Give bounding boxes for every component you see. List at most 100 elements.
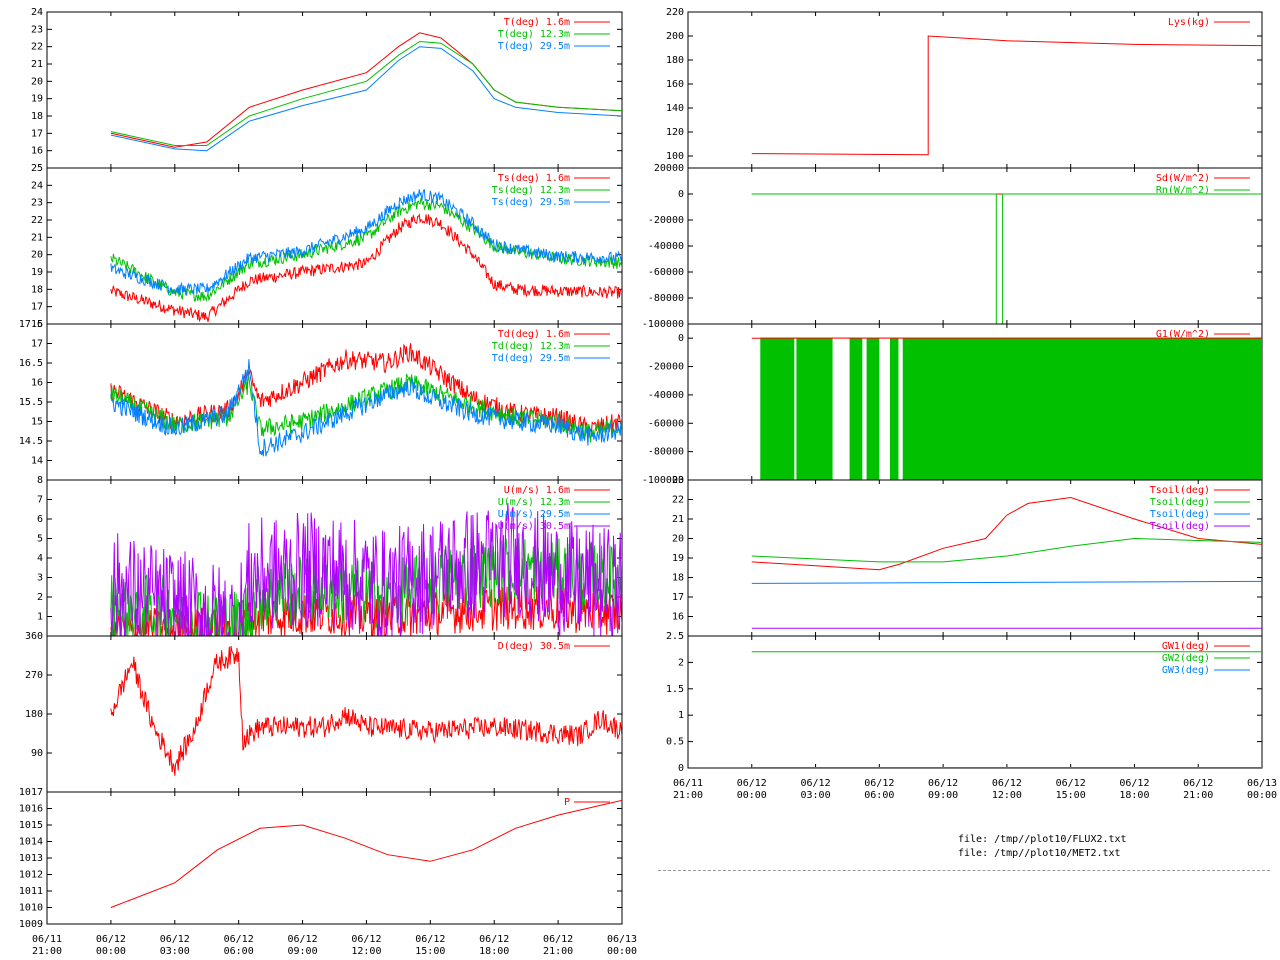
y-tick-label: 1012 <box>19 870 43 881</box>
panel-air-temperature: 16 17 18 19 20 21 22 23 24 T(deg) 1.6mT(deg) 12.3… <box>31 7 623 169</box>
y-tick-label: 23 <box>31 198 43 209</box>
y-tick-label: 16 <box>31 146 43 157</box>
y-tick-label: 25 <box>31 163 43 174</box>
x-tick-label: 21:00 <box>543 946 573 957</box>
y-tick-label: 5 <box>37 534 43 545</box>
series-line <box>110 213 622 323</box>
x-tick-label: 12:00 <box>351 946 381 957</box>
legend-label: G2(W/m^2) <box>1156 341 1210 352</box>
x-tick-label: 06/11 <box>32 934 62 945</box>
panel-lysimeter: 100 120 140 160 180 200 220 Lys(kg) <box>666 7 1263 169</box>
y-tick-label: 15.5 <box>19 397 43 408</box>
y-tick-label: 18 <box>672 573 684 584</box>
x-tick-label: 06/13 <box>607 934 637 945</box>
legend-label: G1(W/m^2) <box>1156 329 1210 340</box>
x-tick-label: 06/12 <box>479 934 509 945</box>
series-group <box>110 188 622 323</box>
legend-label: Td(deg) 29.5m <box>492 353 570 364</box>
x-tick-label: 06/12 <box>928 778 958 789</box>
y-tick-label: 15 <box>31 417 43 428</box>
y-tick-label: 3 <box>37 573 43 584</box>
y-tick-label: 21 <box>672 514 684 525</box>
y-tick-label: 21 <box>31 59 43 70</box>
y-tick-label: 20 <box>31 76 43 87</box>
y-tick-label: 1011 <box>19 886 43 897</box>
series-line <box>110 502 622 636</box>
series-group <box>751 35 1262 156</box>
y-tick-label: 21 <box>31 232 43 243</box>
x-tick-label: 18:00 <box>1119 790 1149 801</box>
y-tick-label: 120 <box>666 127 684 138</box>
legend-label: Rn(W/m^2) <box>1156 185 1210 196</box>
legend-label: T(deg) 29.5m <box>498 41 570 52</box>
series-line <box>110 40 622 146</box>
x-tick-label: 06:00 <box>864 790 894 801</box>
panel-groundwater: 0 0.5 1 1.5 2 2.5 GW1(deg)GW2(deg)GW3(deg) <box>666 631 1263 774</box>
y-tick-label: 22 <box>31 42 43 53</box>
x-tick-label: 00:00 <box>737 790 767 801</box>
x-tick-label: 21:00 <box>1183 790 1213 801</box>
legend-label: Ts(deg) 29.5m <box>492 197 570 208</box>
legend-label: P <box>564 797 570 808</box>
panel-soil-temperature: 1617181920212223Tsoil(deg)Tsoil(deg)Tsoi… <box>672 475 1263 637</box>
y-tick-label: 24 <box>31 180 43 191</box>
x-tick-label: 00:00 <box>1247 790 1277 801</box>
legend-label: T(deg) 12.3m <box>498 29 570 40</box>
y-tick-label: 20000 <box>654 163 684 174</box>
x-tick-label: 06/12 <box>96 934 126 945</box>
x-tick-label: 09:00 <box>288 946 318 957</box>
legend-label: Tsoil(deg) <box>1150 485 1210 496</box>
y-tick-label: 19 <box>31 267 43 278</box>
y-tick-label: 100 <box>666 151 684 162</box>
x-tick-label: 06/12 <box>160 934 190 945</box>
y-tick-label: 1010 <box>19 903 43 914</box>
series-line <box>751 496 1262 571</box>
y-tick-label: 16 <box>31 319 43 330</box>
x-tick-label: 06/12 <box>992 778 1022 789</box>
y-tick-label: -60000 <box>648 418 684 429</box>
x-tick-label: 06/12 <box>1056 778 1086 789</box>
panel-wind-speed: 1 2 3 4 5 6 7 8 U(m/s) 1.6mU(m/s) 12.3mU(m/s) 29… <box>37 475 623 637</box>
y-tick-label: 4 <box>37 553 43 564</box>
y-tick-label: 1009 <box>19 919 43 930</box>
y-tick-label: 19 <box>672 553 684 564</box>
file-label-met: file: /tmp//plot10/MET2.txt <box>958 848 1121 859</box>
series-group <box>110 645 622 776</box>
x-tick-label: 06/12 <box>1183 778 1213 789</box>
y-tick-label: 270 <box>25 670 43 681</box>
y-tick-label: -80000 <box>648 293 684 304</box>
x-tick-label: 21:00 <box>32 946 62 957</box>
x-tick-label: 21:00 <box>673 790 703 801</box>
x-tick-label: 03:00 <box>801 790 831 801</box>
divider <box>658 870 1270 871</box>
x-tick-label: 00:00 <box>96 946 126 957</box>
y-tick-label: 2 <box>37 592 43 603</box>
y-tick-label: 0.5 <box>666 737 684 748</box>
y-tick-label: 140 <box>666 103 684 114</box>
legend-label: U(m/s) 12.3m <box>498 497 570 508</box>
series-group <box>751 651 1262 768</box>
y-tick-label: -20000 <box>648 362 684 373</box>
panel-wind-direction: 90 180 270 360 D(deg) 30.5m <box>25 631 623 793</box>
series-group <box>751 193 1262 324</box>
series-line <box>751 580 1262 584</box>
y-tick-label: 17 <box>31 302 43 313</box>
series-line <box>751 193 1262 324</box>
series-group <box>110 502 622 636</box>
y-tick-label: 1014 <box>19 837 43 848</box>
series-group <box>751 496 1262 629</box>
y-tick-label: 160 <box>666 79 684 90</box>
x-tick-label: 00:00 <box>607 946 637 957</box>
legend-label: Sd(W/m^2) <box>1156 173 1210 184</box>
y-tick-label: 8 <box>37 475 43 486</box>
g2-gap <box>794 338 797 480</box>
y-tick-label: -100000 <box>642 475 684 486</box>
y-tick-label: 19 <box>31 94 43 105</box>
y-tick-label: 14.5 <box>19 436 43 447</box>
y-tick-label: -20000 <box>648 215 684 226</box>
y-tick-label: 7 <box>37 495 43 506</box>
panel-radiation: -100000 -80000 -60000 -40000 -20000 0 20000 Sd(… <box>642 163 1263 330</box>
file-label-flux: file: /tmp//plot10/FLUX2.txt <box>958 834 1127 845</box>
panel-pressure: 1009 1010 1011 1012 1013 1014 1015 1016 1017 P <box>19 787 623 930</box>
